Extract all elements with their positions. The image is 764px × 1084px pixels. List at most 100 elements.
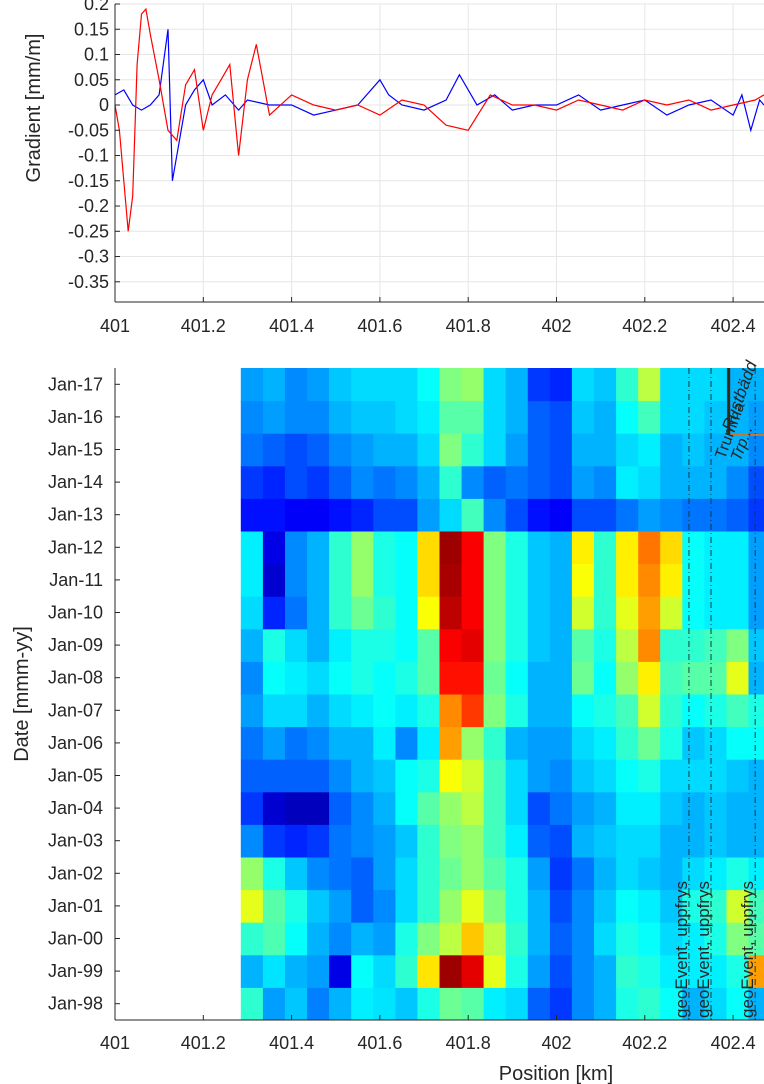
heatmap-cell (329, 694, 352, 728)
heatmap-cell (571, 726, 595, 760)
heatmap-annotation: geoEvent, uppfrys (672, 881, 691, 1018)
heatmap-cell (373, 368, 396, 402)
top-y-tick-label: -0.25 (68, 221, 109, 241)
heatmap-cell (461, 922, 485, 956)
heatmap-cell (483, 661, 507, 695)
heatmap-cell (395, 531, 418, 565)
heatmap-cell (439, 400, 463, 434)
heatmap-cell (726, 857, 750, 891)
heatmap-cell (329, 954, 352, 988)
heatmap-cell (373, 889, 396, 923)
heatmap-cell (483, 987, 507, 1021)
heatmap-cell (262, 400, 286, 434)
heatmap-cell (329, 433, 352, 467)
heatmap-annotation: geoEvent, uppfrys (694, 881, 713, 1018)
heatmap-cell (594, 433, 617, 467)
top-x-tick-label: 402.4 (711, 316, 756, 336)
heatmap-cell (505, 726, 529, 760)
heatmap-cell (461, 465, 485, 499)
heatmap-cell (748, 465, 764, 499)
heatmap-cell (351, 433, 374, 467)
heatmap-cell (395, 694, 418, 728)
heatmap-cell (262, 498, 286, 532)
heatmap-cell (307, 498, 330, 532)
heatmap-cell (373, 694, 396, 728)
heatmap-cell (395, 498, 418, 532)
heatmap-cell (616, 531, 639, 565)
heatmap-cell (329, 759, 352, 793)
heatmap-cell (505, 987, 529, 1021)
heatmap-cell (682, 368, 705, 402)
heatmap-x-tick-label: 402.2 (622, 1033, 667, 1053)
top-x-tick-label: 401.4 (269, 316, 314, 336)
heatmap-cell (638, 889, 661, 923)
heatmap-cell (329, 498, 352, 532)
heatmap-cell (262, 889, 286, 923)
top-y-tick-label: -0.3 (78, 247, 109, 267)
heatmap-cell (417, 433, 440, 467)
heatmap-cell (660, 596, 683, 630)
heatmap-cell (461, 791, 485, 825)
heatmap-plot: geoEvent, uppfrys geoEvent, uppfrys geoEve… (11, 358, 764, 1084)
heatmap-cell (704, 563, 727, 597)
heatmap-cell (329, 987, 352, 1021)
heatmap-cell (262, 465, 286, 499)
heatmap-cell (351, 596, 374, 630)
heatmap-cell (505, 791, 529, 825)
heatmap-y-tick-label: Jan-12 (48, 537, 103, 557)
heatmap-cell (638, 661, 661, 695)
heatmap-cell (351, 628, 374, 662)
heatmap-cell (594, 726, 617, 760)
heatmap-cell (240, 661, 264, 695)
heatmap-cell (571, 954, 595, 988)
heatmap-cell (682, 954, 705, 988)
heatmap-cell (351, 531, 374, 565)
heatmap-cell (483, 433, 507, 467)
heatmap-cell (660, 759, 683, 793)
heatmap-cell (682, 759, 705, 793)
heatmap-cell (726, 596, 750, 630)
heatmap-cell (682, 563, 705, 597)
heatmap-cell (417, 368, 440, 402)
heatmap-cell (682, 498, 705, 532)
heatmap-cell (417, 889, 440, 923)
heatmap-cell (483, 400, 507, 434)
heatmap-cell (240, 400, 264, 434)
heatmap-cell (483, 824, 507, 858)
heatmap-cell (262, 791, 286, 825)
heatmap-cell (748, 824, 764, 858)
heatmap-cell (439, 368, 463, 402)
heatmap-cell (571, 791, 595, 825)
heatmap-cell (373, 596, 396, 630)
heatmap-cell (417, 563, 440, 597)
top-y-tick-label: -0.05 (68, 120, 109, 140)
heatmap-cell (351, 661, 374, 695)
heatmap-cell (616, 726, 639, 760)
heatmap-cell (307, 628, 330, 662)
heatmap-cell (285, 368, 308, 402)
heatmap-cell (461, 531, 485, 565)
heatmap-cell (395, 563, 418, 597)
heatmap-cell (527, 628, 551, 662)
heatmap-cell (638, 726, 661, 760)
heatmap-cell (594, 889, 617, 923)
heatmap-cell (417, 694, 440, 728)
heatmap-x-tick-label: 402.4 (711, 1033, 756, 1053)
heatmap-cell (748, 563, 764, 597)
heatmap-cell (660, 694, 683, 728)
heatmap-cell (483, 694, 507, 728)
heatmap-cell (726, 824, 750, 858)
heatmap-cell (549, 889, 573, 923)
heatmap-cell (461, 596, 485, 630)
heatmap-cell (285, 759, 308, 793)
heatmap-cell (439, 824, 463, 858)
heatmap-cell (461, 954, 485, 988)
heatmap-cell (307, 433, 330, 467)
heatmap-cell (461, 368, 485, 402)
heatmap-cell (351, 759, 374, 793)
heatmap-cell (748, 954, 764, 988)
heatmap-cell (682, 465, 705, 499)
heatmap-cell (307, 954, 330, 988)
heatmap-cell (616, 889, 639, 923)
gradient-line-plot: 401 401.2 401.4 401.6 401.8 402 402.2 402.4 0.2 0… (23, 0, 764, 336)
